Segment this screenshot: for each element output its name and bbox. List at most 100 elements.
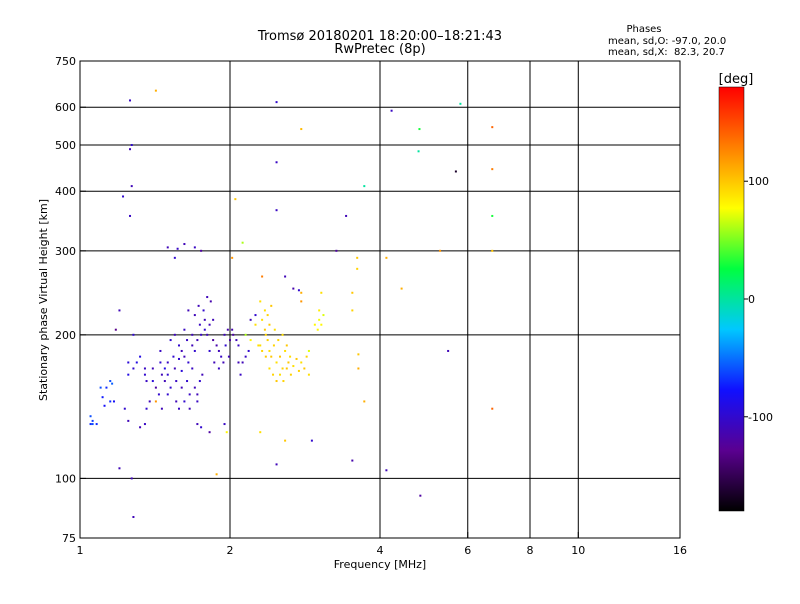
echo-point [200, 426, 203, 429]
echo-point [193, 349, 196, 352]
echo-point [183, 355, 186, 358]
echo-point [187, 309, 190, 312]
echo-point [183, 243, 186, 246]
echo-point [191, 367, 194, 370]
y-axis-label: Stationary phase Virtual Height [km] [37, 199, 50, 401]
echo-point [132, 516, 135, 519]
echo-point [169, 386, 172, 389]
echo-point [169, 339, 172, 342]
echo-point [316, 328, 319, 331]
x-tick-label: 8 [527, 544, 534, 557]
colorbar-title: [deg] [719, 72, 754, 87]
echo-point [289, 373, 292, 376]
echo-point [212, 318, 215, 321]
echo-point [263, 328, 266, 331]
echo-point [234, 198, 237, 201]
echo-point [385, 469, 388, 472]
echo-point [111, 382, 114, 385]
echo-point [215, 473, 218, 476]
echo-point [175, 400, 178, 403]
echo-point [112, 400, 115, 403]
echo-point [264, 355, 267, 358]
x-tick-label: 16 [673, 544, 687, 557]
echo-point [166, 246, 169, 249]
echo-point [132, 367, 135, 370]
echo-point [223, 423, 226, 426]
y-tick-label: 750 [55, 55, 76, 68]
echo-point [281, 333, 284, 336]
echo-point [201, 373, 204, 376]
chart-subtitle: RwPretec (8p) [334, 42, 425, 57]
echo-point [198, 323, 201, 326]
echo-point [208, 323, 211, 326]
echo-point [135, 361, 138, 364]
echo-point [277, 339, 280, 342]
echo-point [193, 386, 196, 389]
echo-point [196, 423, 199, 426]
echo-point [247, 349, 250, 352]
echo-point [237, 344, 240, 347]
echo-point [177, 344, 180, 347]
echo-point [89, 423, 92, 426]
echo-point [151, 380, 154, 383]
echo-point [196, 400, 199, 403]
echo-point [281, 367, 284, 370]
echo-point [206, 333, 209, 336]
echo-point [418, 128, 421, 131]
echo-point [203, 318, 206, 321]
echo-point [166, 373, 169, 376]
grid-lines [80, 61, 680, 538]
echo-point [186, 339, 189, 342]
echo-point [241, 241, 244, 244]
echo-point [180, 369, 183, 372]
x-tick-label: 2 [227, 544, 234, 557]
echo-point [356, 267, 359, 270]
echo-point [275, 161, 278, 164]
echo-point [166, 393, 169, 396]
echo-point [249, 339, 252, 342]
echo-point [275, 463, 278, 466]
echo-point [206, 296, 209, 299]
echo-point [188, 407, 191, 410]
echo-point [351, 309, 354, 312]
echo-point [130, 143, 133, 146]
echo-point [163, 380, 166, 383]
y-axis-ticks: 75 100 200 300 400 500 600 750 [55, 55, 86, 545]
echo-point [109, 400, 112, 403]
echo-point [259, 344, 262, 347]
echo-point [275, 380, 278, 383]
echo-point [223, 333, 226, 336]
echo-point [202, 309, 205, 312]
echo-point [303, 367, 306, 370]
echo-point [390, 109, 393, 112]
x-tick-label: 1 [77, 544, 84, 557]
echo-point [159, 361, 162, 364]
echo-point [231, 256, 234, 259]
echo-point [266, 339, 269, 342]
echo-point [491, 249, 494, 252]
y-tick-label: 400 [55, 185, 76, 198]
echo-point [203, 328, 206, 331]
echo-point [284, 439, 287, 442]
echo-point [300, 128, 303, 131]
echo-point [320, 291, 323, 294]
echo-point [118, 309, 121, 312]
y-tick-label: 100 [55, 472, 76, 485]
echo-point [217, 367, 220, 370]
echo-point [275, 209, 278, 212]
echo-point [173, 333, 176, 336]
echo-point [191, 333, 194, 336]
echo-point [305, 355, 308, 358]
echo-point [154, 400, 157, 403]
echo-point [220, 355, 223, 358]
phases-heading: Phases [626, 24, 661, 35]
x-tick-label: 4 [377, 544, 384, 557]
echo-point [129, 214, 132, 217]
x-tick-label: 10 [571, 544, 585, 557]
echo-point [300, 291, 303, 294]
echo-point [287, 361, 290, 364]
echo-point [244, 333, 247, 336]
echo-point [263, 309, 266, 312]
echo-point [193, 246, 196, 249]
